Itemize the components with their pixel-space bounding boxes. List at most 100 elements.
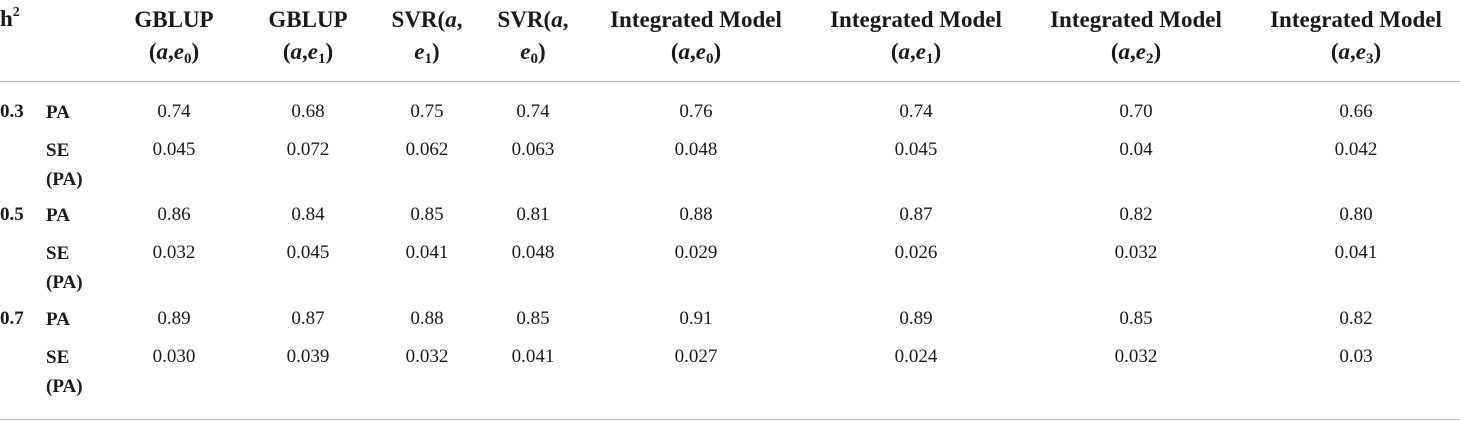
heritability-value: 0.5: [0, 204, 24, 225]
table-cell: 0.66: [1339, 101, 1373, 122]
table-cell: 0.87: [291, 308, 325, 329]
header-line2-comma: ,: [690, 39, 696, 64]
table-cell: 0.82: [1339, 308, 1373, 329]
header-line2-close: ): [191, 39, 200, 64]
header-line2-sub: 0: [183, 51, 192, 67]
header-line2-open: (: [282, 39, 291, 64]
table-cell: 0.74: [899, 101, 933, 122]
header-line1: Integrated Model: [830, 7, 1002, 32]
metric-label: SE (PA): [46, 239, 83, 297]
table-cell: 0.062: [405, 139, 449, 160]
header-line2-e: e: [520, 39, 531, 64]
header-line1: SVR(: [497, 7, 552, 32]
table-cell: 0.88: [410, 308, 444, 329]
header-line2-close: ): [713, 39, 722, 64]
table-cell: 0.85: [410, 204, 444, 225]
table-cell: 0.041: [405, 242, 449, 263]
header-line2-a: a: [156, 39, 169, 64]
header-line2-close: ): [538, 39, 546, 64]
header-line2-sub: 1: [925, 51, 934, 67]
column-header: SVR(a, e0): [418, 4, 648, 68]
table-cell: 0.041: [511, 346, 555, 367]
header-line2-open: (: [890, 39, 899, 64]
metric-label: SE (PA): [46, 136, 83, 194]
heritability-value: 0.3: [0, 101, 24, 122]
table-cell: 0.048: [674, 139, 718, 160]
header-line2-a: a: [898, 39, 911, 64]
header-line2-close: ): [325, 39, 334, 64]
metric-label: PA: [46, 201, 70, 230]
table-cell: 0.045: [286, 242, 330, 263]
header-line1-end: ,: [562, 7, 569, 32]
column-header: GBLUP (a,e1): [193, 4, 423, 68]
header-line2-close: ): [432, 39, 440, 64]
column-header: Integrated Model (a,e0): [581, 4, 811, 68]
table-cell: 0.04: [1119, 139, 1153, 160]
table-cell: 0.68: [291, 101, 325, 122]
metric-label-line1: PA: [46, 102, 70, 123]
metric-label-line2: (PA): [46, 272, 83, 293]
header-line2-e: e: [1135, 39, 1146, 64]
header-line2-comma: ,: [1350, 39, 1356, 64]
metric-label-line2: (PA): [46, 376, 83, 397]
table-cell: 0.81: [516, 204, 550, 225]
table-cell: 0.045: [894, 139, 938, 160]
column-header: Integrated Model (a,e1): [801, 4, 1031, 68]
column-header: SVR(a, e1): [312, 4, 542, 68]
bottom-rule: [0, 419, 1460, 420]
header-line2-open: (: [1330, 39, 1339, 64]
header-line1: Integrated Model: [610, 7, 782, 32]
metric-label: PA: [46, 98, 70, 127]
header-line1: GBLUP: [134, 7, 214, 32]
column-header: Integrated Model (a,e2): [1021, 4, 1251, 68]
header-line2-sub: 1: [317, 51, 326, 67]
header-line2-comma: ,: [1130, 39, 1136, 64]
header-line2-open: (: [148, 39, 157, 64]
header-line2-close: ): [933, 39, 942, 64]
header-line2-sub: 2: [1145, 51, 1154, 67]
header-line2-sub: 1: [424, 51, 433, 67]
header-line2-e: e: [173, 39, 184, 64]
table-cell: 0.76: [679, 101, 713, 122]
table-cell: 0.072: [286, 139, 330, 160]
table-cell: 0.86: [157, 204, 191, 225]
table-cell: 0.03: [1339, 346, 1373, 367]
header-line2-comma: ,: [302, 39, 308, 64]
table-cell: 0.030: [152, 346, 196, 367]
table-cell: 0.032: [152, 242, 196, 263]
table-cell: 0.041: [1334, 242, 1378, 263]
header-line2-sub: 3: [1365, 51, 1374, 67]
header-line1: Integrated Model: [1270, 7, 1442, 32]
table-cell: 0.063: [511, 139, 555, 160]
h2-header: h2: [0, 3, 20, 35]
header-line2-a: a: [290, 39, 303, 64]
table-cell: 0.024: [894, 346, 938, 367]
table-cell: 0.88: [679, 204, 713, 225]
metric-label-line1: SE: [46, 243, 70, 264]
header-line2-a: a: [1118, 39, 1131, 64]
metric-label: SE (PA): [46, 343, 83, 401]
heritability-value: 0.7: [0, 308, 24, 329]
header-line2-open: (: [670, 39, 679, 64]
table-cell: 0.042: [1334, 139, 1378, 160]
header-line2-a: a: [1338, 39, 1351, 64]
header-line1: GBLUP: [268, 7, 348, 32]
header-line2-comma: ,: [168, 39, 174, 64]
header-line2-comma: ,: [910, 39, 916, 64]
header-line1-italic: a: [551, 7, 563, 32]
metric-label-line1: SE: [46, 140, 70, 161]
header-line2-close: ): [1373, 39, 1382, 64]
table-cell: 0.84: [291, 204, 325, 225]
table-cell: 0.048: [511, 242, 555, 263]
header-line2-e: e: [915, 39, 926, 64]
header-line1-end: ,: [456, 7, 463, 32]
table-cell: 0.75: [410, 101, 444, 122]
header-line1: SVR(: [391, 7, 446, 32]
table-cell: 0.89: [157, 308, 191, 329]
table-cell: 0.89: [899, 308, 933, 329]
table-cell: 0.032: [1114, 346, 1158, 367]
table-cell: 0.74: [157, 101, 191, 122]
header-line2-e: e: [695, 39, 706, 64]
header-line2-e: e: [307, 39, 318, 64]
header-line2-a: a: [678, 39, 691, 64]
